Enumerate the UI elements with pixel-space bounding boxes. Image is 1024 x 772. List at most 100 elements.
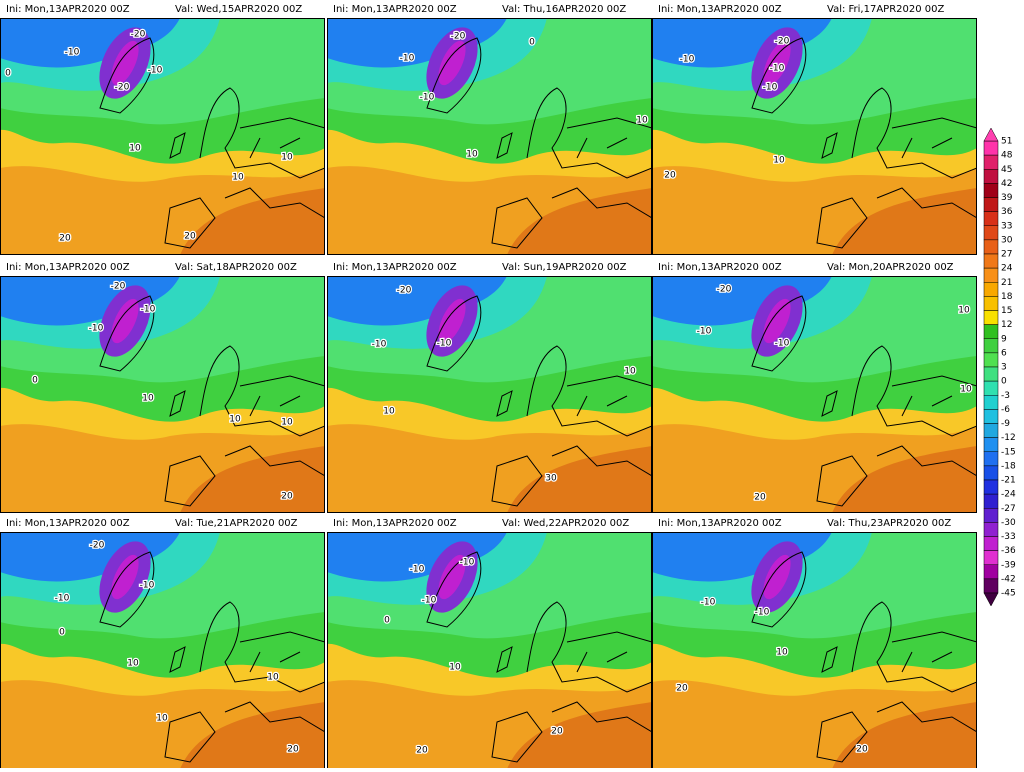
contour-label: 20 xyxy=(184,232,196,242)
colorbar-label: -30 xyxy=(1001,518,1016,528)
contour-label: 10 xyxy=(624,367,636,377)
panel-valid: Val: Wed,22APR2020 00Z xyxy=(502,518,629,529)
colorbar-label: -39 xyxy=(1001,560,1016,570)
map xyxy=(327,276,652,513)
colorbar-band xyxy=(983,451,999,467)
colorbar-band xyxy=(983,493,999,509)
contour-label: -20 xyxy=(775,37,790,47)
contour-label: 10 xyxy=(281,153,293,163)
contour-label: 10 xyxy=(466,150,478,160)
contour-label: -10 xyxy=(755,608,770,618)
colorbar-label: 24 xyxy=(1001,264,1013,274)
contour-label: -20 xyxy=(115,83,130,93)
colorbar-label: 18 xyxy=(1001,292,1013,302)
colorbar-band xyxy=(983,423,999,438)
colorbar-label: 15 xyxy=(1001,306,1012,316)
colorbar-label: 42 xyxy=(1001,179,1012,189)
colorbar-band xyxy=(983,437,999,452)
contour-label: -10 xyxy=(770,64,785,74)
contour-label: 10 xyxy=(127,659,139,669)
colorbar-band xyxy=(983,578,999,594)
contour-label: 10 xyxy=(776,648,788,658)
colorbar-label: -21 xyxy=(1001,476,1016,486)
panel-init: Ini: Mon,13APR2020 00Z xyxy=(658,518,782,529)
colorbar-band xyxy=(983,536,999,551)
colorbar-band xyxy=(983,310,999,325)
colorbar-band xyxy=(983,239,999,255)
map xyxy=(0,18,325,255)
contour-label: -20 xyxy=(451,32,466,42)
contour-label: -10 xyxy=(697,327,712,337)
colorbar-label: -27 xyxy=(1001,504,1016,514)
contour-label: -20 xyxy=(111,282,126,292)
panel-init: Ini: Mon,13APR2020 00Z xyxy=(333,518,457,529)
panel-init: Ini: Mon,13APR2020 00Z xyxy=(658,262,782,273)
panel-valid: Val: Mon,20APR2020 00Z xyxy=(827,262,954,273)
contour-label: 10 xyxy=(267,673,279,683)
colorbar-label: -15 xyxy=(1001,447,1016,457)
colorbar-band xyxy=(983,282,999,297)
contour-label: -10 xyxy=(410,565,425,575)
contour-label: -10 xyxy=(775,339,790,349)
contour-label: -10 xyxy=(372,340,387,350)
panel-init: Ini: Mon,13APR2020 00Z xyxy=(6,518,130,529)
panel-init: Ini: Mon,13APR2020 00Z xyxy=(658,4,782,15)
colorbar-label: 36 xyxy=(1001,207,1013,217)
colorbar-label: -24 xyxy=(1001,490,1016,500)
contour-label: -10 xyxy=(140,581,155,591)
panel-valid: Val: Sat,18APR2020 00Z xyxy=(175,262,297,273)
colorbar-band xyxy=(983,253,999,269)
contour-label: -10 xyxy=(141,305,156,315)
contour-label: 20 xyxy=(664,171,676,181)
colorbar-label: -36 xyxy=(1001,546,1016,556)
colorbar-band xyxy=(983,465,999,481)
map-frame xyxy=(652,276,977,513)
contour-label: 10 xyxy=(142,394,154,404)
contour-label: 10 xyxy=(636,116,648,126)
colorbar-label: 51 xyxy=(1001,137,1012,147)
colorbar-label: 12 xyxy=(1001,320,1012,330)
contour-label: 10 xyxy=(958,306,970,316)
contour-label: 20 xyxy=(416,746,428,756)
colorbar-label: 6 xyxy=(1001,348,1007,358)
contour-label: 20 xyxy=(856,745,868,755)
colorbar-band xyxy=(983,508,999,523)
colorbar-label: -6 xyxy=(1001,405,1010,415)
map xyxy=(0,276,325,513)
colorbar-band xyxy=(983,479,999,495)
contour-label: -20 xyxy=(131,30,146,40)
contour-label: -10 xyxy=(65,48,80,58)
map-frame xyxy=(652,18,977,255)
panel-init: Ini: Mon,13APR2020 00Z xyxy=(6,262,130,273)
map xyxy=(327,532,652,769)
map xyxy=(652,276,977,513)
colorbar-band xyxy=(983,211,999,226)
map-frame xyxy=(0,276,325,513)
map-frame xyxy=(327,18,652,255)
colorbar-band xyxy=(983,380,999,396)
colorbar-band xyxy=(983,183,999,198)
colorbar-label: -3 xyxy=(1001,391,1010,401)
colorbar-label: -9 xyxy=(1001,419,1010,429)
contour-label: 20 xyxy=(551,727,563,737)
colorbar-label: 39 xyxy=(1001,193,1013,203)
colorbar-band xyxy=(983,140,999,156)
colorbar-label: 45 xyxy=(1001,165,1012,175)
contour-label: -10 xyxy=(460,558,475,568)
colorbar-label: 27 xyxy=(1001,250,1012,260)
colorbar-band xyxy=(983,564,999,580)
contour-label: -10 xyxy=(701,598,716,608)
contour-label: -10 xyxy=(422,596,437,606)
colorbar-bottom xyxy=(983,592,999,607)
contour-label: -10 xyxy=(400,54,415,64)
panel-init: Ini: Mon,13APR2020 00Z xyxy=(333,262,457,273)
panel-init: Ini: Mon,13APR2020 00Z xyxy=(6,4,130,15)
colorbar-band xyxy=(983,169,999,184)
map xyxy=(652,532,977,769)
contour-label: -10 xyxy=(420,93,435,103)
colorbar-band xyxy=(983,409,999,424)
colorbar-band xyxy=(983,197,999,212)
colorbar-band xyxy=(983,522,999,537)
contour-label: -10 xyxy=(148,66,163,76)
